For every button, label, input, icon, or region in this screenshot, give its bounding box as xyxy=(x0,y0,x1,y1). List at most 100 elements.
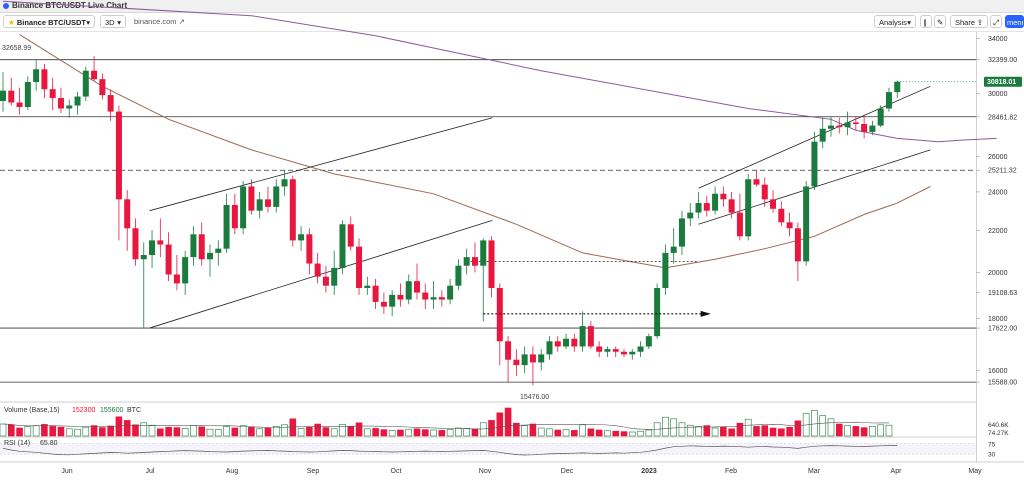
volume-bar xyxy=(339,424,346,437)
chevron-down-icon: ▾ xyxy=(86,18,90,27)
high-label: 32658.99 xyxy=(2,45,31,52)
trendlines xyxy=(149,85,931,329)
volume-bar xyxy=(190,425,197,437)
price-tick-label: 22000 xyxy=(988,228,1008,235)
volume-bar xyxy=(140,422,148,437)
candle-body xyxy=(885,92,892,109)
candle-body xyxy=(695,203,702,213)
volume-bar xyxy=(364,428,371,437)
volume-bar xyxy=(206,428,214,437)
candle-body xyxy=(703,203,710,211)
candle-body xyxy=(132,228,139,260)
candle-body xyxy=(198,234,205,260)
candle-body xyxy=(223,204,230,249)
candle-body xyxy=(115,111,122,200)
price-tick-label: 34000 xyxy=(988,36,1008,43)
candle-body xyxy=(124,199,131,229)
rsi-axis-label: 30 xyxy=(988,452,996,459)
symbol-selector[interactable]: ★ Binance BTC/USDT ▾ xyxy=(3,15,95,28)
star-icon[interactable]: ★ xyxy=(8,18,15,27)
candle-body xyxy=(389,294,396,307)
price-tick-label: 26000 xyxy=(988,154,1008,161)
volume-bar xyxy=(330,428,338,437)
price-axis[interactable] xyxy=(976,32,1024,462)
candle-body xyxy=(844,122,851,128)
volume-bar xyxy=(214,429,222,437)
volume-bar xyxy=(181,428,189,437)
fullscreen-button[interactable]: ⤢ xyxy=(990,15,1002,28)
share-icon: ⇪ xyxy=(976,18,983,27)
candle-body xyxy=(877,108,884,126)
volume-bar xyxy=(421,429,429,437)
candle-body xyxy=(289,179,296,241)
volume-bar xyxy=(471,428,479,437)
interval-selector[interactable]: 3D ▾ xyxy=(100,15,126,28)
arrow-head xyxy=(700,310,711,317)
volume-bar xyxy=(173,427,181,437)
candle-body xyxy=(438,297,445,300)
volume-bar xyxy=(604,430,611,437)
candle-body xyxy=(273,186,280,207)
volume-bar xyxy=(761,425,769,437)
volume-bar xyxy=(703,425,711,437)
volume-bar xyxy=(835,423,843,437)
volume-axis-label: 640.6K xyxy=(988,422,1009,429)
candle-body xyxy=(645,336,652,347)
candle-body xyxy=(455,265,462,286)
candle-body xyxy=(596,346,603,352)
volume-bar xyxy=(852,426,860,437)
candle-body xyxy=(190,234,197,258)
candle-body xyxy=(397,294,404,300)
draw-button[interactable]: ✎ xyxy=(934,15,946,28)
pause-button[interactable]: ∥ xyxy=(920,15,932,28)
volume-bar xyxy=(107,425,114,437)
volume-bar xyxy=(670,418,677,437)
volume-bar xyxy=(720,426,727,437)
annotations xyxy=(483,81,976,317)
volume-bar xyxy=(405,428,413,437)
candle-body xyxy=(736,212,743,237)
gridlines xyxy=(0,401,1024,463)
volume-bar xyxy=(587,428,595,437)
volume-bar xyxy=(256,428,263,437)
candle-body xyxy=(861,123,868,132)
volume-bar xyxy=(554,429,562,437)
candle-body xyxy=(604,349,611,352)
candle-body xyxy=(264,199,271,207)
time-tick-label: Mar xyxy=(808,468,821,475)
candle-body xyxy=(563,338,570,347)
volume-bar xyxy=(24,426,32,437)
volume-bar xyxy=(322,427,330,437)
volume-bar xyxy=(7,424,15,437)
candle-body xyxy=(298,234,305,241)
volume-bar xyxy=(115,416,123,437)
candle-body xyxy=(463,257,470,266)
candle-body xyxy=(66,105,73,109)
volume-bar xyxy=(711,427,719,437)
chevron-down-icon: ▾ xyxy=(117,18,121,27)
candles xyxy=(0,56,901,386)
rsi-band xyxy=(0,443,976,455)
volume-bar xyxy=(811,410,818,437)
analysis-button[interactable]: Analysis ▾ xyxy=(874,15,916,28)
volume-bar xyxy=(90,425,98,437)
volume-bar xyxy=(289,418,297,437)
share-label: Share xyxy=(955,18,976,27)
share-button[interactable]: Share ⇪ xyxy=(950,15,988,28)
volume-bar xyxy=(513,422,520,437)
candle-body xyxy=(16,102,23,108)
rsi-value: 65.80 xyxy=(40,440,58,447)
volume-bar xyxy=(819,415,827,437)
volume-bar xyxy=(529,423,537,437)
source-link[interactable]: binance.com ↗ xyxy=(134,15,185,28)
price-tick-label: 30000 xyxy=(988,91,1008,98)
volume-axis-label: 74.27K xyxy=(988,430,1009,437)
candle-body xyxy=(678,218,685,247)
price-tick-label: 24000 xyxy=(988,189,1008,196)
time-tick-label: Dec xyxy=(561,468,574,475)
symbol-label: Binance BTC/USDT xyxy=(16,18,87,27)
rsi-pane: 75 30 xyxy=(0,441,996,459)
volume-bar xyxy=(65,428,73,437)
